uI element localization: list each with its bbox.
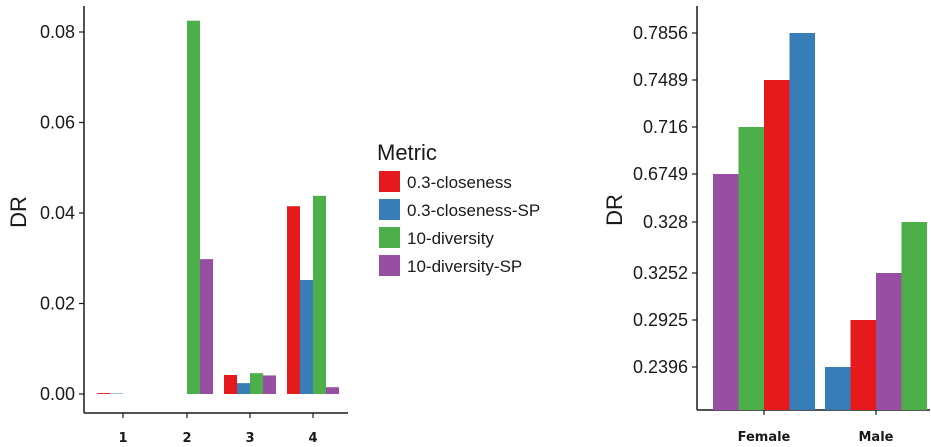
- left-x-tick-label: 4: [308, 431, 317, 446]
- right-y-tick-label: 0.2396: [633, 357, 688, 377]
- bar-10-diversity-3: [250, 373, 263, 394]
- right-x-tick-label: Female: [738, 430, 791, 445]
- right-x-tick-label: Male: [859, 430, 894, 445]
- bar-10-diversity-4: [313, 195, 326, 394]
- bar-0.3-closeness-SP-Male: [825, 367, 851, 410]
- bar-0.3-closeness-4: [287, 206, 300, 394]
- right-y-axis-label: DR: [602, 194, 627, 226]
- right-y-tick-label: 0.328: [643, 212, 688, 232]
- bar-10-diversity-SP-2: [200, 259, 213, 394]
- legend-label-0.3-closeness-SP: 0.3-closeness-SP: [407, 201, 540, 220]
- left-y-tick-label: 0.02: [40, 294, 75, 314]
- legend-label-10-diversity-SP: 10-diversity-SP: [407, 257, 522, 276]
- bar-0.3-closeness-Male: [850, 320, 876, 410]
- left-y-tick-label: 0.06: [40, 113, 75, 133]
- right-y-tick-label: 0.716: [643, 117, 688, 137]
- bar-0.3-closeness-SP-Female: [789, 33, 815, 410]
- right-y-tick-label: 0.7856: [633, 23, 688, 43]
- right-y-tick-label: 0.3252: [633, 263, 688, 283]
- bar-0.3-closeness-SP-4: [300, 279, 313, 394]
- bar-0.3-closeness-1: [97, 393, 110, 394]
- legend-swatch-0.3-closeness-SP: [379, 199, 400, 220]
- bar-10-diversity-Male: [901, 222, 927, 410]
- bar-10-diversity-2: [187, 20, 200, 394]
- left-x-tick-label: 3: [245, 431, 254, 446]
- bar-0.3-closeness-SP-3: [237, 383, 250, 394]
- left-y-tick-label: 0.04: [40, 203, 75, 223]
- legend-swatch-0.3-closeness: [379, 171, 400, 192]
- bar-0.3-closeness-Female: [764, 80, 790, 410]
- left-x-tick-label: 2: [182, 431, 191, 446]
- left-x-tick-label: 1: [118, 431, 127, 446]
- legend-swatch-10-diversity: [379, 227, 400, 248]
- legend-label-0.3-closeness: 0.3-closeness: [407, 173, 512, 192]
- bar-10-diversity-SP-Male: [876, 273, 902, 410]
- bar-0.3-closeness-3: [224, 374, 237, 394]
- bar-10-diversity-SP-3: [263, 375, 276, 394]
- right-y-tick-label: 0.6749: [633, 164, 688, 184]
- right-y-tick-label: 0.7489: [633, 70, 688, 90]
- bar-10-diversity-Female: [738, 127, 764, 410]
- left-y-tick-label: 0.00: [40, 384, 75, 404]
- right-y-tick-label: 0.2925: [633, 310, 688, 330]
- legend-swatch-10-diversity-SP: [379, 255, 400, 276]
- legend-label-10-diversity: 10-diversity: [407, 229, 494, 248]
- legend-title: Metric: [377, 140, 437, 165]
- left-y-tick-label: 0.08: [40, 22, 75, 42]
- left-y-axis-label: DR: [6, 196, 31, 228]
- bar-10-diversity-SP-4: [326, 387, 339, 394]
- bar-10-diversity-SP-Female: [713, 174, 739, 410]
